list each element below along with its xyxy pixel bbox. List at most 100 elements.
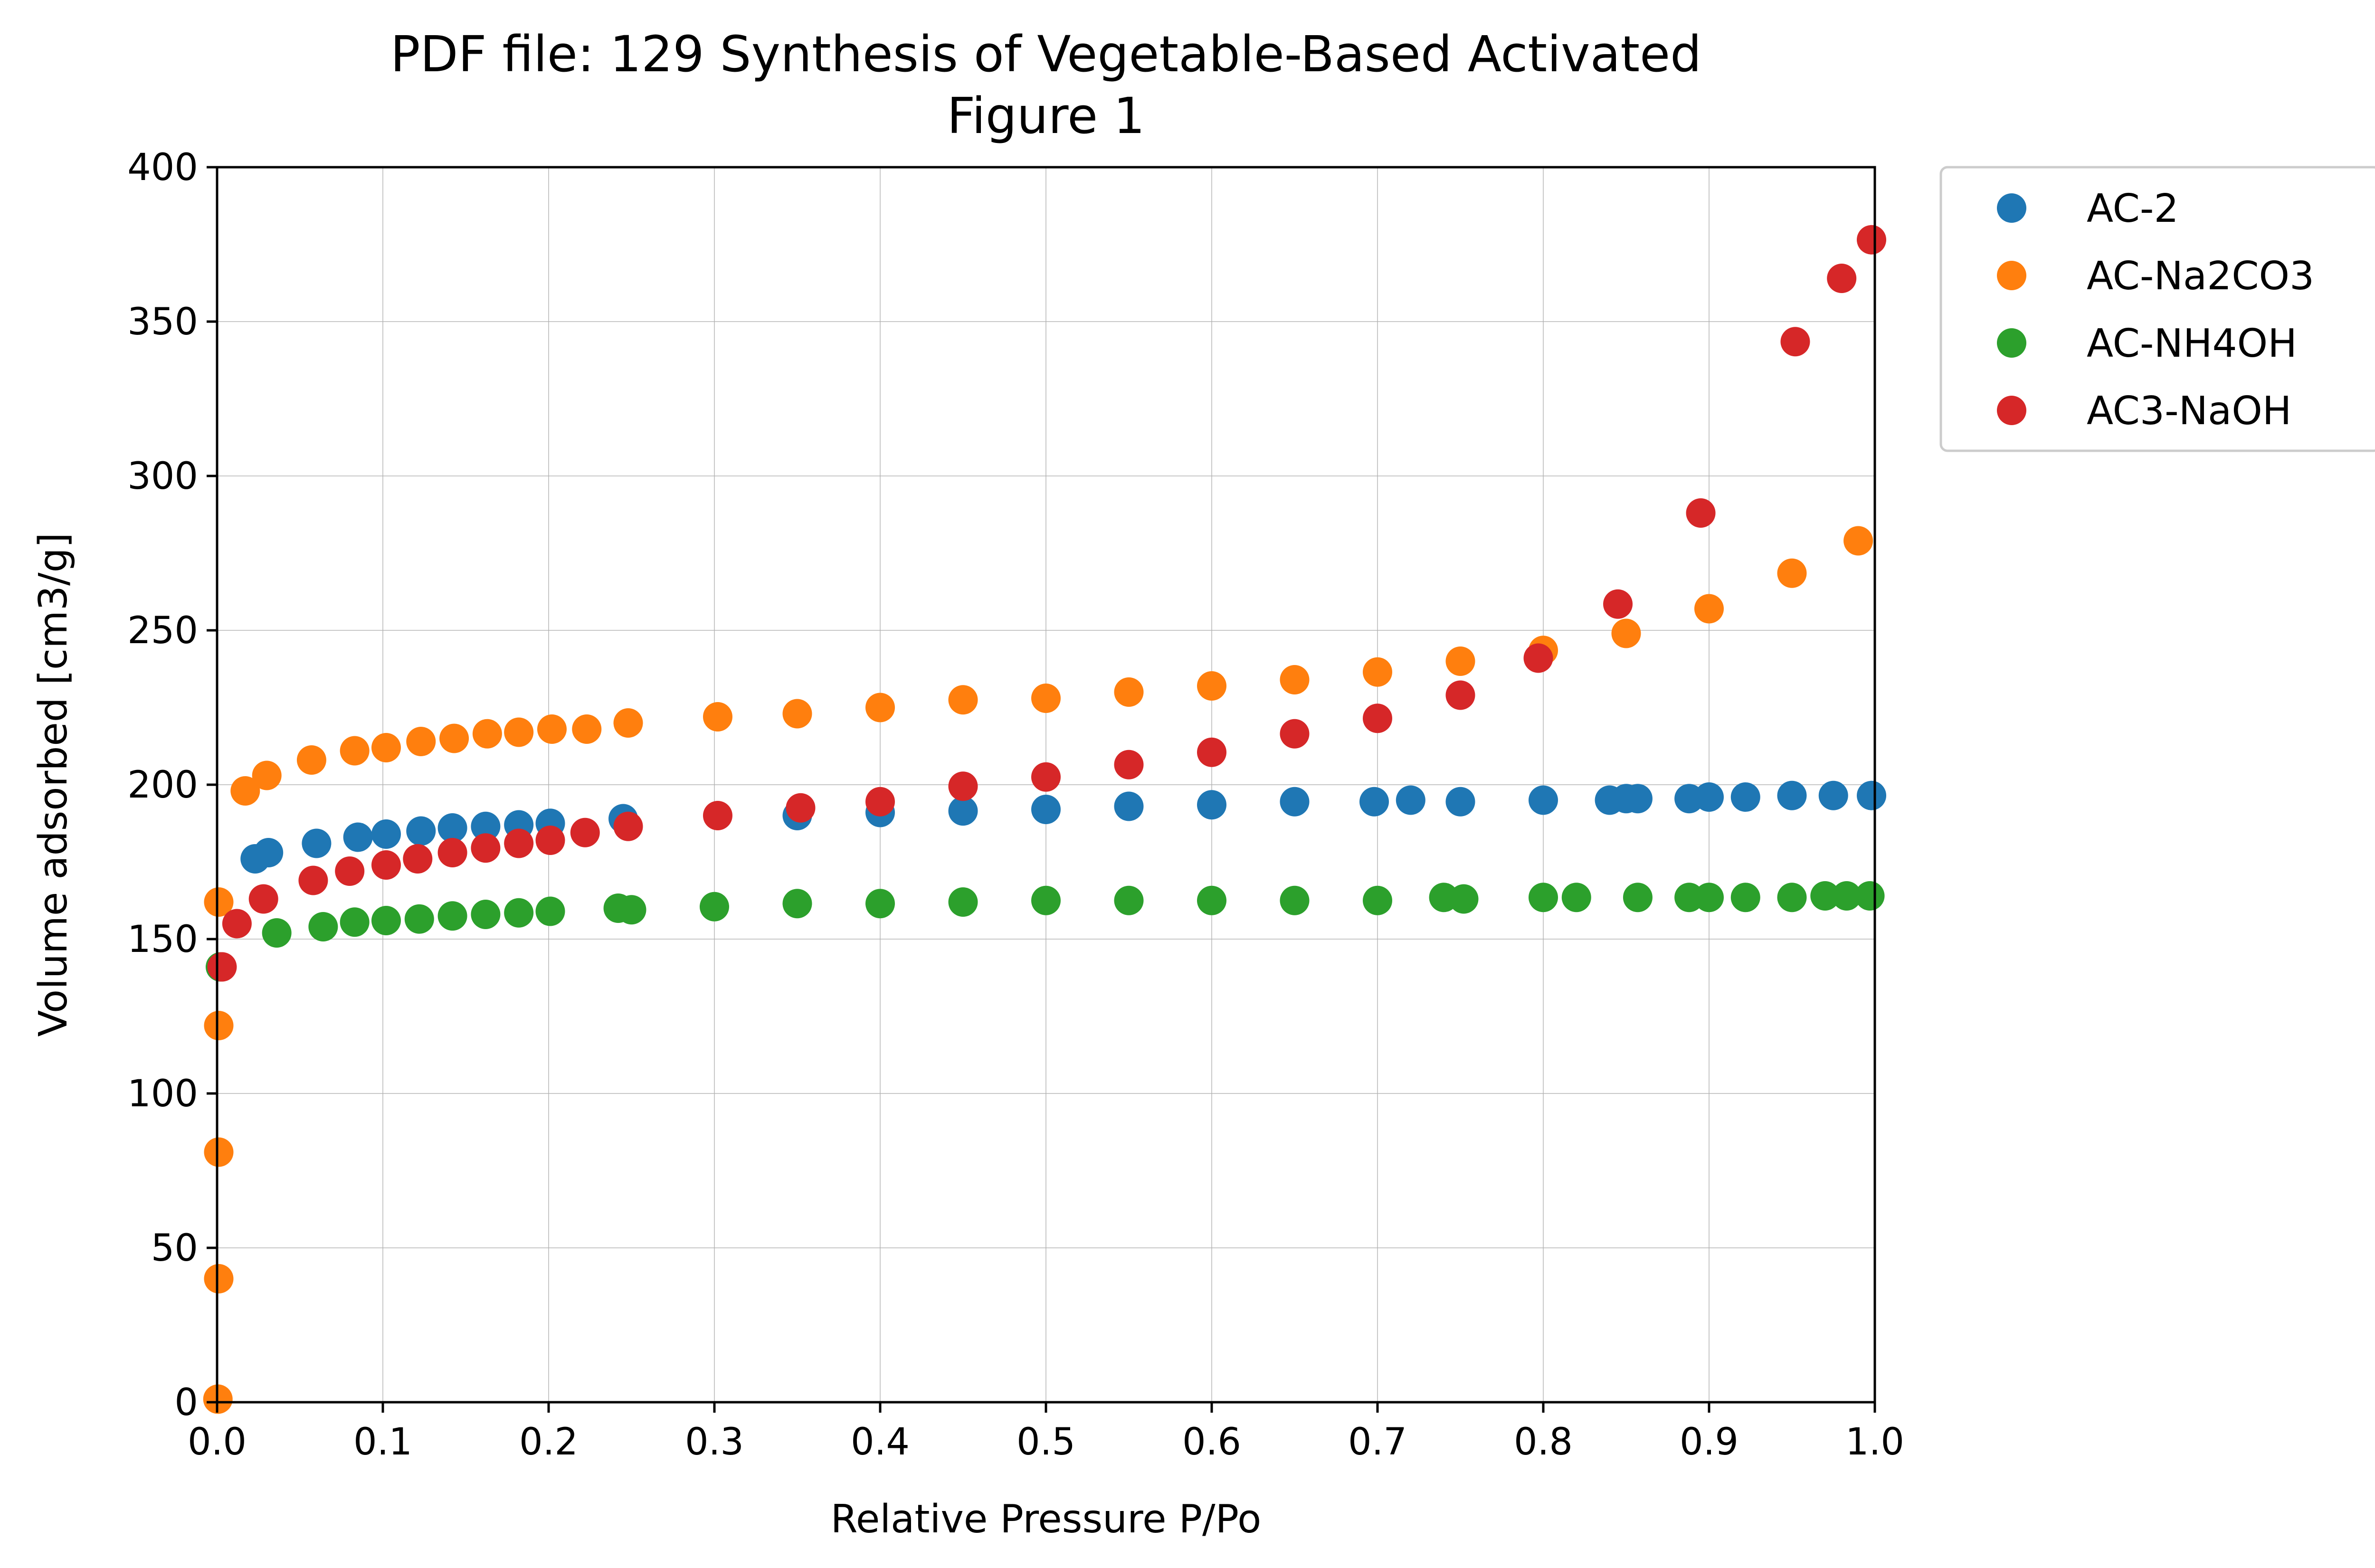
data-point bbox=[617, 895, 646, 925]
data-point bbox=[371, 733, 401, 762]
data-point bbox=[1843, 526, 1873, 556]
data-point bbox=[472, 719, 502, 749]
legend-label: AC-NH4OH bbox=[2087, 321, 2297, 366]
data-point bbox=[230, 776, 260, 806]
series-ac-na2co3 bbox=[203, 526, 1873, 1414]
legend-label: AC-Na2CO3 bbox=[2087, 254, 2314, 299]
data-point bbox=[1529, 883, 1558, 912]
data-point bbox=[504, 898, 534, 928]
legend-marker bbox=[1997, 261, 2026, 290]
data-point bbox=[1777, 558, 1807, 588]
x-tick-label: 0.7 bbox=[1348, 1421, 1407, 1463]
data-point bbox=[204, 1137, 234, 1167]
data-point bbox=[371, 850, 401, 880]
data-points bbox=[203, 225, 1887, 1414]
data-point bbox=[298, 865, 328, 895]
data-point bbox=[1280, 885, 1310, 915]
data-point bbox=[204, 1264, 234, 1293]
x-tick-label: 0.9 bbox=[1680, 1421, 1738, 1463]
data-point bbox=[343, 822, 373, 852]
data-point bbox=[1623, 883, 1653, 912]
data-point bbox=[782, 699, 812, 729]
data-point bbox=[403, 844, 433, 874]
data-point bbox=[340, 907, 370, 937]
data-point bbox=[613, 811, 643, 841]
data-point bbox=[948, 685, 978, 715]
data-point bbox=[1730, 782, 1760, 812]
legend-frame bbox=[1939, 166, 2375, 452]
data-point bbox=[1777, 780, 1807, 810]
data-point bbox=[1857, 780, 1887, 810]
y-tick-label: 0 bbox=[174, 1381, 198, 1424]
x-tick-label: 0.1 bbox=[353, 1421, 412, 1463]
data-point bbox=[1445, 787, 1475, 817]
data-point bbox=[572, 714, 602, 744]
data-point bbox=[1031, 762, 1061, 792]
data-point bbox=[535, 896, 565, 926]
legend-marker bbox=[1997, 193, 2026, 223]
data-point bbox=[504, 717, 534, 747]
y-tick-label: 400 bbox=[127, 146, 198, 189]
data-point bbox=[1623, 784, 1653, 814]
data-point bbox=[703, 702, 732, 732]
data-point bbox=[1611, 618, 1641, 648]
data-point bbox=[1114, 677, 1144, 707]
data-point bbox=[1280, 787, 1310, 817]
data-point bbox=[1114, 750, 1144, 779]
data-point bbox=[1561, 883, 1591, 912]
y-tick-label: 350 bbox=[127, 301, 198, 343]
chart-title-line-1: PDF file: 129 Synthesis of Vegetable-Bas… bbox=[390, 25, 1701, 83]
data-point bbox=[1855, 881, 1885, 911]
data-point bbox=[1359, 787, 1389, 817]
data-point bbox=[471, 833, 501, 863]
data-point bbox=[865, 693, 895, 722]
data-point bbox=[1449, 884, 1479, 914]
y-tick-label: 250 bbox=[127, 609, 198, 652]
x-axis-label: Relative Pressure P/Po bbox=[831, 1497, 1262, 1542]
data-point bbox=[504, 828, 534, 858]
y-tick-label: 100 bbox=[127, 1073, 198, 1115]
data-point bbox=[1827, 264, 1857, 293]
x-axis: 0.0 0.1 0.2 0.3 0.4 0.5 0.6 0.7 0.8 0.9 1.0 bbox=[188, 1402, 1904, 1463]
data-point bbox=[1832, 881, 1862, 911]
data-point bbox=[471, 900, 501, 929]
data-point bbox=[1197, 671, 1226, 701]
data-point bbox=[254, 838, 284, 867]
data-point bbox=[1363, 657, 1392, 687]
data-point bbox=[207, 952, 237, 982]
legend-label: AC3-NaOH bbox=[2087, 389, 2291, 434]
y-axis: 0 50 100 150 200 250 300 350 400 bbox=[127, 146, 217, 1424]
x-tick-label: 0.3 bbox=[685, 1421, 744, 1463]
legend-marker bbox=[1997, 328, 2026, 358]
data-point bbox=[1694, 782, 1724, 812]
data-point bbox=[1445, 680, 1475, 710]
data-point bbox=[786, 793, 816, 823]
data-point bbox=[204, 1011, 234, 1040]
data-point bbox=[948, 887, 978, 917]
y-tick-label: 150 bbox=[127, 918, 198, 961]
x-tick-label: 0.2 bbox=[519, 1421, 578, 1463]
data-point bbox=[302, 828, 332, 858]
data-point bbox=[1810, 881, 1840, 911]
data-point bbox=[1780, 327, 1810, 357]
y-axis-label: Volume adsorbed [cm3/g] bbox=[31, 532, 76, 1036]
data-point bbox=[1686, 498, 1716, 528]
data-point bbox=[1396, 785, 1425, 815]
data-point bbox=[204, 887, 234, 917]
data-point bbox=[948, 796, 978, 826]
data-point bbox=[865, 889, 895, 919]
data-point bbox=[437, 813, 467, 843]
chart-title-line-2: Figure 1 bbox=[947, 87, 1145, 145]
series-ac3-naoh bbox=[207, 225, 1887, 982]
data-point bbox=[406, 727, 436, 756]
data-point bbox=[1197, 737, 1226, 767]
x-tick-label: 1.0 bbox=[1845, 1421, 1904, 1463]
data-point bbox=[296, 745, 326, 775]
data-point bbox=[700, 892, 729, 922]
data-point bbox=[371, 819, 401, 849]
data-point bbox=[1031, 684, 1061, 713]
data-point bbox=[703, 801, 732, 830]
legend: AC-2 AC-Na2CO3 AC-NH4OH AC3-NaOH bbox=[1939, 166, 2375, 452]
data-point bbox=[1363, 885, 1392, 915]
data-point bbox=[1694, 883, 1724, 912]
